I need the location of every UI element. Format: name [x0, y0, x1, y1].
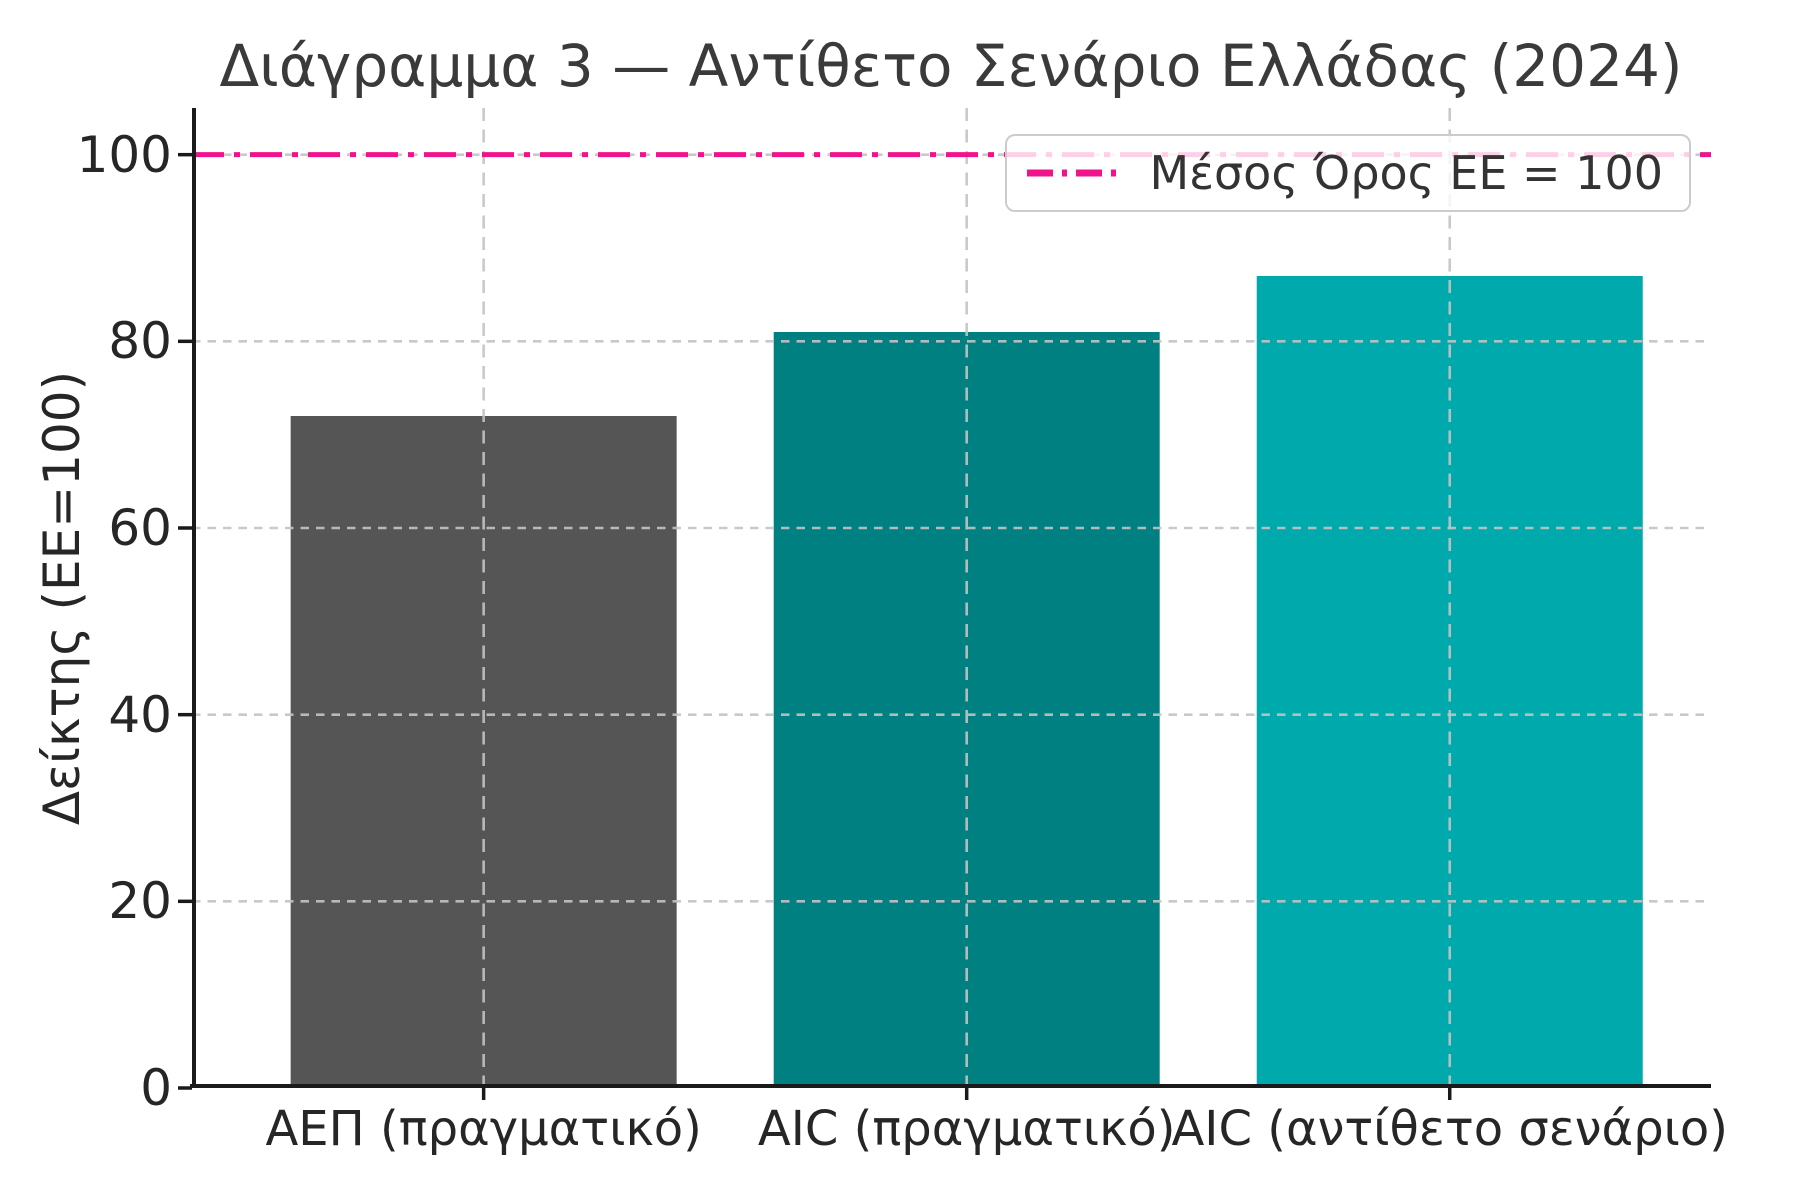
- chart-title: Διάγραμμα 3 — Αντίθετο Σενάριο Ελλάδας (…: [219, 32, 1683, 100]
- legend-label: Μέσος Όρος ΕΕ = 100: [1149, 146, 1663, 200]
- y-tick-label: 20: [108, 872, 172, 931]
- plot-area: Μέσος Όρος ΕΕ = 100: [178, 108, 1711, 1100]
- legend: Μέσος Όρος ΕΕ = 100: [1005, 134, 1691, 212]
- y-axis-label: Δείκτης (ΕΕ=100): [33, 370, 91, 826]
- x-tick-label: AIC (αντίθετο σενάριο): [1171, 1101, 1728, 1157]
- y-tick-label: 100: [76, 125, 172, 184]
- x-tick-label: ΑΕΠ (πραγματικό): [265, 1101, 702, 1157]
- chart-canvas: [178, 108, 1711, 1100]
- x-tick-label: AIC (πραγματικό): [757, 1101, 1176, 1157]
- y-tick-label: 60: [108, 499, 172, 557]
- legend-line-sample: [1027, 169, 1124, 177]
- y-tick-label: 80: [108, 312, 172, 371]
- y-tick-label: 0: [140, 1059, 172, 1117]
- y-tick-label: 40: [108, 685, 172, 744]
